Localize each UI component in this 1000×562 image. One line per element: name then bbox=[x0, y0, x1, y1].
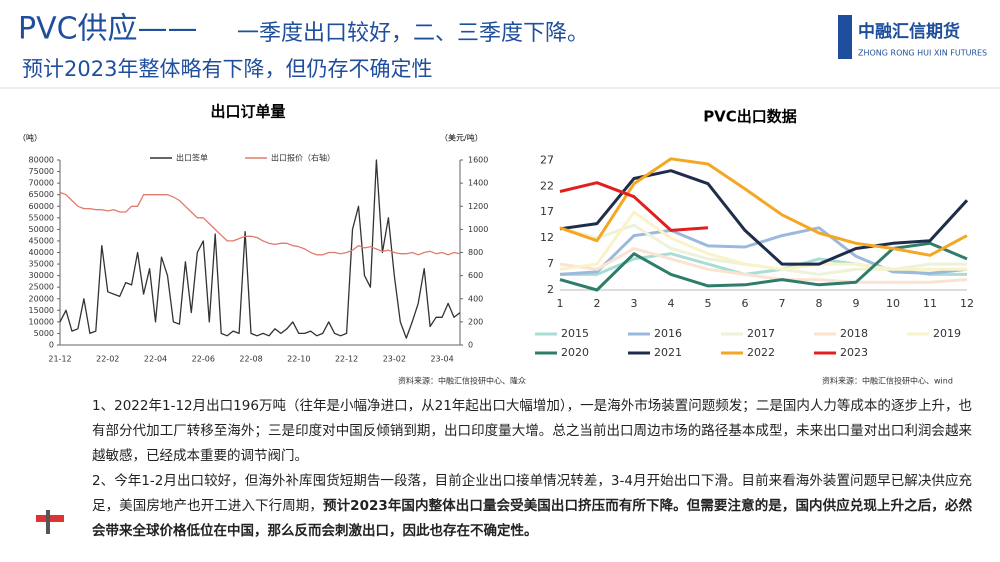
y-tick-label: 30000 bbox=[29, 271, 54, 280]
series-line bbox=[559, 210, 967, 271]
series-line bbox=[559, 169, 969, 266]
bold-text: 预计2023年国内整体出口量会受美国出口挤压而有所下降。但需要注意的是，国内供应… bbox=[92, 498, 973, 539]
x-tick-label: 22-06 bbox=[192, 355, 215, 364]
y-tick-label: 0 bbox=[49, 341, 54, 350]
y-tick-label: 7 bbox=[547, 257, 554, 270]
text: 2、今年1-2月出口较好，但海外补库囤货短期告一段落，目前企业出口接单情况转差，… bbox=[92, 473, 972, 514]
legend-label: 2018 bbox=[840, 327, 868, 340]
y2-tick-label: 600 bbox=[468, 271, 483, 280]
y2-tick-label: 200 bbox=[468, 317, 483, 326]
chart-title: PVC出口数据 bbox=[703, 108, 797, 126]
y2-tick-label: 400 bbox=[468, 294, 483, 303]
y-tick-label: 80000 bbox=[29, 156, 54, 165]
x-tick-label: 2 bbox=[594, 297, 601, 310]
x-tick-label: 22-04 bbox=[144, 355, 167, 364]
logo-cn: 中融汇信期货 bbox=[858, 21, 960, 42]
y2-tick-label: 1200 bbox=[468, 202, 488, 211]
x-tick-label: 10 bbox=[886, 297, 900, 310]
x-tick-label: 23-04 bbox=[430, 355, 453, 364]
x-tick-label: 12 bbox=[960, 297, 974, 310]
y2-tick-label: 1400 bbox=[468, 179, 488, 188]
y-tick-label: 35000 bbox=[29, 260, 54, 269]
y2-axis-label: （美元/吨） bbox=[440, 133, 483, 143]
y2-tick-label: 1000 bbox=[468, 225, 488, 234]
legend-label: 2022 bbox=[747, 346, 775, 359]
y-tick-label: 20000 bbox=[29, 294, 54, 303]
x-tick-label: 8 bbox=[816, 297, 823, 310]
y-tick-label: 17 bbox=[540, 205, 554, 218]
body-text: 1、2022年1-12月出口196万吨（往年是小幅净进口，从21年起出口大幅增加… bbox=[92, 394, 972, 544]
x-tick-label: 5 bbox=[705, 297, 712, 310]
series-line bbox=[59, 159, 461, 339]
x-tick-label: 7 bbox=[779, 297, 786, 310]
legend-label: 出口报价（右轴） bbox=[271, 153, 335, 163]
x-tick-label: 22-10 bbox=[287, 355, 310, 364]
x-tick-label: 22-12 bbox=[335, 355, 358, 364]
title-main: PVC供应—— bbox=[18, 12, 198, 47]
y-tick-label: 12 bbox=[540, 231, 554, 244]
y-tick-label: 75000 bbox=[29, 167, 54, 176]
x-tick-label: 1 bbox=[557, 297, 564, 310]
chart-title: 出口订单量 bbox=[210, 103, 285, 121]
x-tick-label: 21-12 bbox=[48, 355, 71, 364]
y-tick-label: 10000 bbox=[29, 317, 54, 326]
decor-icon bbox=[46, 510, 50, 534]
series-line bbox=[559, 181, 709, 232]
series-line bbox=[559, 241, 968, 292]
paragraph: 1、2022年1-12月出口196万吨（往年是小幅净进口，从21年起出口大幅增加… bbox=[92, 398, 972, 464]
x-tick-label: 4 bbox=[668, 297, 675, 310]
x-tick-label: 6 bbox=[742, 297, 749, 310]
y-tick-label: 40000 bbox=[29, 248, 54, 257]
y-tick-label: 70000 bbox=[29, 179, 54, 188]
y-tick-label: 55000 bbox=[29, 213, 54, 222]
y-tick-label: 5000 bbox=[34, 329, 54, 338]
y2-tick-label: 800 bbox=[468, 248, 483, 257]
y2-tick-label: 1600 bbox=[468, 156, 488, 165]
subtitle: 预计2023年整体略有下降，但仍存不确定性 bbox=[22, 57, 432, 81]
y-tick-label: 2 bbox=[547, 283, 554, 296]
y2-tick-label: 0 bbox=[468, 341, 473, 350]
logo-en: ZHONG RONG HUI XIN FUTURES bbox=[858, 49, 987, 58]
x-tick-label: 11 bbox=[923, 297, 937, 310]
legend-label: 2023 bbox=[840, 346, 868, 359]
series-line bbox=[59, 191, 461, 256]
logo-mark bbox=[838, 15, 852, 59]
series-line bbox=[559, 226, 968, 276]
y-tick-label: 15000 bbox=[29, 306, 54, 315]
x-tick-label: 23-02 bbox=[383, 355, 406, 364]
y-tick-label: 60000 bbox=[29, 202, 54, 211]
x-tick-label: 9 bbox=[853, 297, 860, 310]
x-tick-label: 22-08 bbox=[239, 355, 262, 364]
legend-label: 2017 bbox=[747, 327, 775, 340]
legend-label: 2020 bbox=[561, 346, 589, 359]
legend-label: 2021 bbox=[654, 346, 682, 359]
y-tick-label: 27 bbox=[540, 153, 554, 166]
y-tick-label: 65000 bbox=[29, 190, 54, 199]
source: 资料来源：中融汇信投研中心、隆众 bbox=[398, 376, 526, 386]
y-tick-label: 25000 bbox=[29, 283, 54, 292]
y-tick-label: 45000 bbox=[29, 236, 54, 245]
legend-label: 2015 bbox=[561, 327, 589, 340]
legend-label: 出口签单 bbox=[176, 153, 208, 163]
y-axis-label: （吨） bbox=[18, 133, 42, 143]
legend-label: 2016 bbox=[654, 327, 682, 340]
legend-label: 2019 bbox=[933, 327, 961, 340]
x-tick-label: 22-02 bbox=[96, 355, 119, 364]
x-tick-label: 3 bbox=[631, 297, 638, 310]
title-rest: 一季度出口较好，二、三季度下降。 bbox=[237, 21, 589, 46]
y-tick-label: 22 bbox=[540, 179, 554, 192]
paragraph: 2、今年1-2月出口较好，但海外补库囤货短期告一段落，目前企业出口接单情况转差，… bbox=[92, 469, 972, 544]
source: 资料来源：中融汇信投研中心、wind bbox=[822, 376, 953, 386]
y-tick-label: 50000 bbox=[29, 225, 54, 234]
series-line bbox=[559, 247, 968, 284]
